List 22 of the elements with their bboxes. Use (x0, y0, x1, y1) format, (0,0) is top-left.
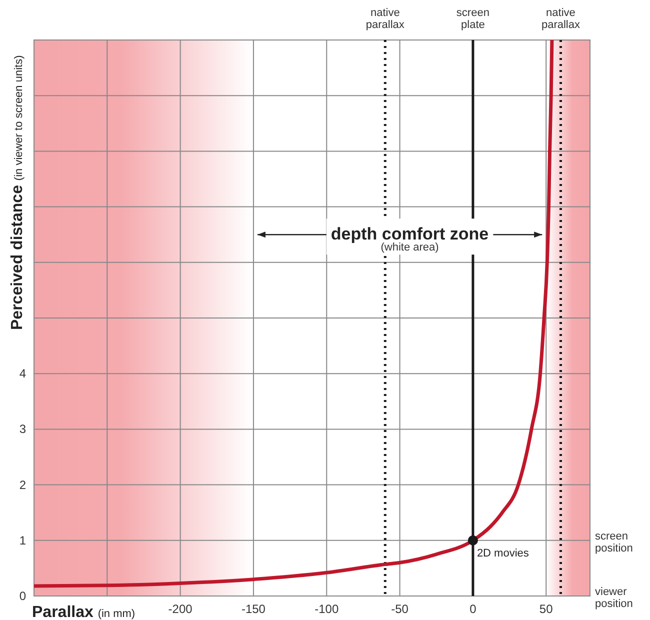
line-series (32, 38, 554, 588)
x-axis-title: Parallax (in mm) (32, 604, 136, 620)
y-tick-label: 2 (19, 478, 26, 492)
x-tick-label: -50 (391, 602, 409, 616)
x-tick-label: -150 (241, 602, 266, 616)
ref-line-label: native parallax (541, 7, 580, 31)
y-tick-label: 0 (19, 589, 26, 603)
ref-line-label: screen plate (456, 7, 490, 31)
y-axis-title: Perceived distance (in viewer to screen units) (9, 55, 26, 330)
x-tick-label: 50 (539, 602, 554, 616)
annotation: depth comfort zone (330, 224, 489, 244)
annotation: viewer position (595, 586, 633, 610)
y-tick-label: 1 (19, 533, 26, 548)
y-tick-label: 3 (19, 422, 26, 436)
annotation: (white area) (380, 242, 439, 254)
x-tick-label: -200 (168, 602, 193, 616)
y-tick-label: 4 (19, 366, 26, 381)
x-tick-label: 0 (470, 602, 477, 616)
ref-line-label: native parallax (366, 7, 405, 31)
annotation: 2D movies (476, 547, 530, 560)
x-tick-label: -100 (314, 602, 339, 616)
annotation: screen position (595, 530, 633, 554)
